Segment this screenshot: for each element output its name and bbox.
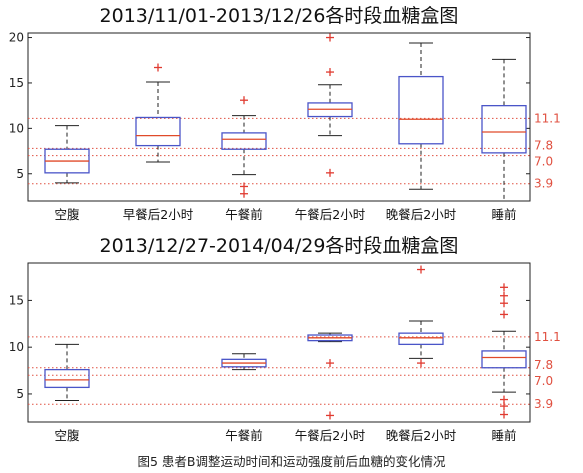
outlier-point (500, 291, 508, 300)
chart-title: 2013/11/01-2013/12/26各时段血糖盒图 (100, 5, 459, 27)
outlier-point (417, 265, 425, 274)
category-label: 午餐前 (225, 207, 263, 222)
chart-title: 2013/12/27-2014/04/29各时段血糖盒图 (100, 235, 459, 257)
box-6 (481, 58, 527, 202)
category-label: 午餐后2小时 (295, 207, 366, 222)
box-5 (398, 42, 444, 190)
plot-frame (27, 262, 531, 423)
box-3 (307, 332, 353, 420)
category-label: 睡前 (491, 428, 516, 443)
outlier-point (417, 359, 425, 368)
outlier-point (500, 310, 508, 319)
reference-label: 7.0 (534, 155, 553, 169)
box-plot-panel-2: 2013/12/27-2014/04/29各时段血糖盒图 5 10 15 11.1 7.8… (9, 235, 561, 443)
category-label: 晚餐后2小时 (386, 428, 457, 443)
y-tick-label: 5 (16, 167, 24, 181)
outlier-point (326, 33, 334, 42)
box-iqr (398, 75, 444, 145)
y-tick-label: 20 (9, 31, 24, 45)
box-iqr (221, 132, 267, 150)
category-label: 早餐后2小时 (123, 207, 194, 222)
reference-label: 11.1 (534, 330, 561, 344)
box-iqr (398, 332, 444, 346)
reference-label: 3.9 (534, 397, 553, 411)
outlier-point (500, 410, 508, 419)
box-iqr (135, 116, 181, 147)
box-4 (398, 265, 444, 368)
box-iqr (481, 104, 527, 154)
box-1 (44, 343, 90, 401)
category-label: 晚餐后2小时 (386, 207, 457, 222)
category-label: 空腹 (54, 428, 80, 443)
y-tick-label: 5 (16, 387, 24, 401)
outlier-point (154, 63, 162, 72)
outlier-point (500, 299, 508, 308)
outlier-point (326, 411, 334, 420)
box-iqr (44, 368, 90, 389)
box-2 (221, 353, 267, 371)
outlier-point (500, 395, 508, 404)
y-tick-label: 15 (9, 293, 24, 307)
figure-caption: 图5 患者B调整运动时间和运动强度前后血糖的变化情况 (137, 454, 446, 469)
category-label: 午餐前 (225, 428, 263, 443)
box-4 (307, 33, 353, 177)
y-tick-label: 15 (9, 76, 24, 90)
reference-label: 7.8 (534, 358, 553, 372)
box-1 (44, 125, 90, 184)
box-5 (481, 283, 527, 419)
box-plot-panel-1: 2013/11/01-2013/12/26各时段血糖盒图 5 10 15 20 11.1 7… (9, 5, 561, 222)
y-tick-label: 10 (9, 121, 24, 135)
plot-frame (27, 32, 531, 202)
reference-label: 7.0 (534, 374, 553, 388)
outlier-point (240, 189, 248, 198)
outlier-point (326, 359, 334, 368)
box-iqr (481, 350, 527, 369)
outlier-point (240, 182, 248, 191)
category-label: 空腹 (54, 207, 80, 222)
reference-label: 7.8 (534, 138, 553, 152)
category-label: 午餐后2小时 (295, 428, 366, 443)
reference-label: 3.9 (534, 177, 553, 191)
outlier-point (326, 68, 334, 77)
box-3 (221, 96, 267, 198)
outlier-point (326, 168, 334, 177)
category-label: 睡前 (491, 207, 516, 222)
outlier-point (500, 283, 508, 292)
reference-label: 11.1 (534, 111, 561, 125)
box-2 (135, 63, 181, 163)
outlier-point (240, 96, 248, 105)
y-tick-label: 10 (9, 340, 24, 354)
